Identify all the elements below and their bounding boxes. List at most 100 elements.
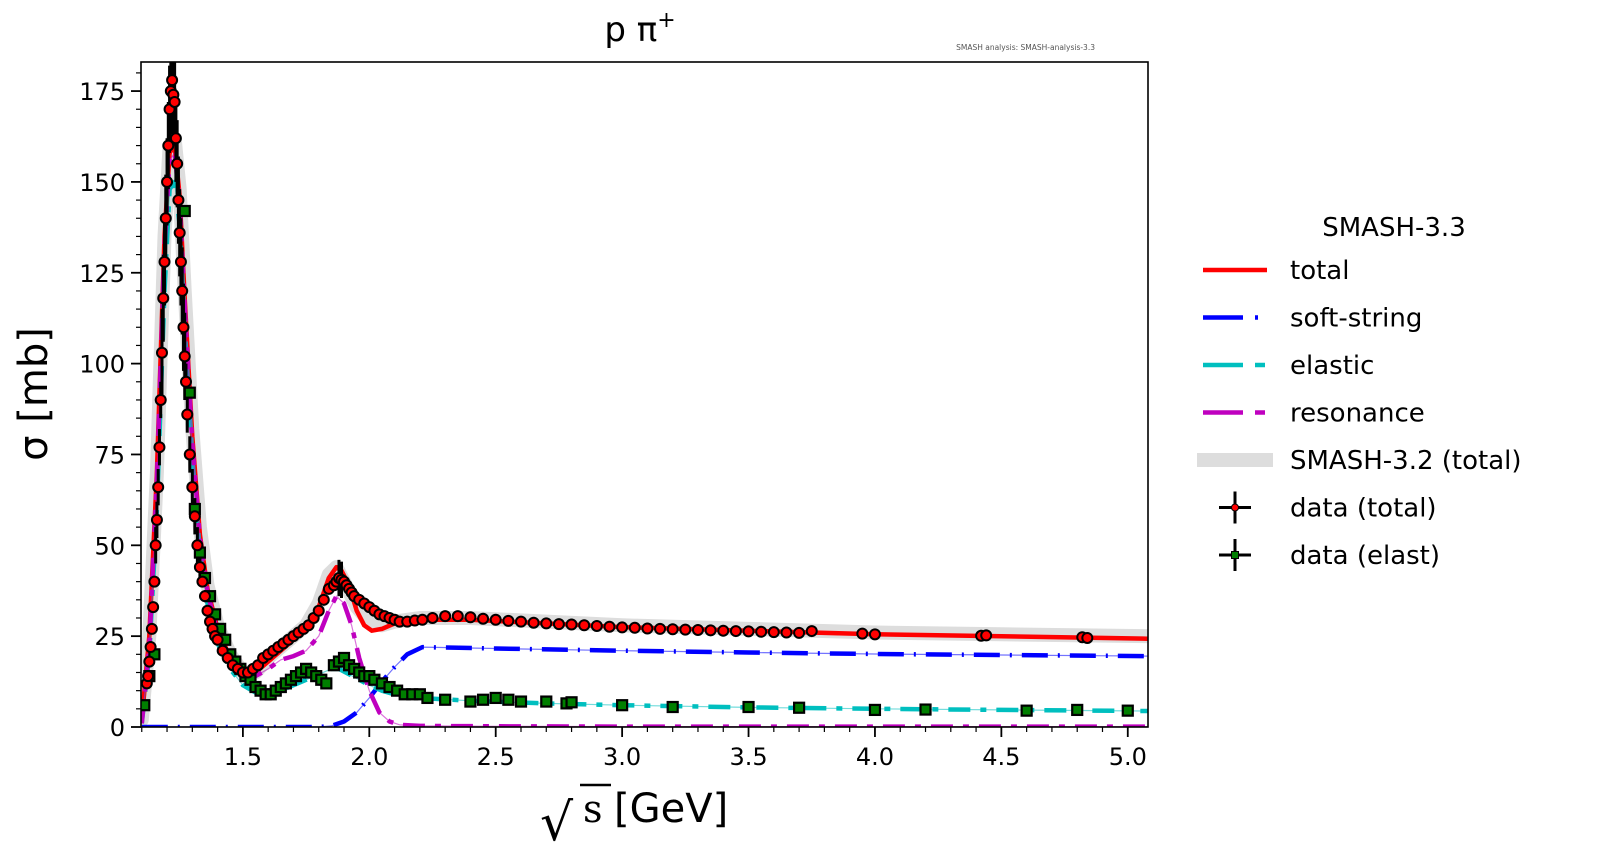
legend-title: SMASH-3.3 [1322,213,1466,243]
data-total-point [180,375,193,388]
x-tick-label: 2.0 [350,743,388,771]
data-total-point [1081,631,1094,644]
legend-marker [1231,503,1239,512]
data-total-point [171,157,184,170]
data-total-point [181,408,194,421]
legend-label: data (elast) [1290,541,1440,571]
chart-title-superscript: + [657,8,675,33]
watermark: SMASH analysis: SMASH-analysis-3.3 [956,43,1095,52]
data-total-point [317,593,330,606]
data-total-point [201,604,214,617]
data-elastic-point [540,695,553,708]
legend-label: soft-string [1290,304,1422,334]
legend-item-smash-3-2-total: SMASH-3.2 (total) [1197,446,1522,476]
y-tick-label: 75 [94,441,125,469]
data-elastic-point [1121,704,1134,717]
data-total-point [173,226,186,239]
data-total-point [502,614,515,627]
data-total-point [704,624,717,637]
data-elastic-point [1071,703,1084,717]
data-total-point [149,539,162,552]
plot-frame [140,61,1149,728]
data-total-point [169,132,182,145]
data-elastic-point [439,693,452,706]
data-total-point [717,624,730,637]
data-total-point [142,670,155,683]
data-total-point [176,284,189,297]
data-points-layer [141,62,1134,717]
chart-title-text: p π [604,10,657,50]
data-total-point [155,346,168,359]
data-total-point [416,613,429,626]
data-total-point [980,629,993,642]
legend-item-data-elast: data (elast) [1219,539,1440,571]
data-elastic-point [565,696,578,709]
legend-label: SMASH-3.2 (total) [1290,446,1522,476]
x-tick-label: 3.5 [729,743,767,771]
data-total-point [312,604,325,617]
data-total-point [755,625,768,638]
data-elastic-point [464,695,477,708]
data-total-point [527,616,540,629]
y-tick-label: 100 [79,351,125,379]
data-elastic-point [868,703,882,717]
data-total-point [868,628,881,641]
data-elastic-point [489,691,502,705]
data-total-point [742,625,755,638]
series-resonance [141,150,1148,727]
data-elastic-point [666,700,679,714]
y-tick-label: 150 [79,169,125,197]
data-total-point [780,626,793,639]
data-total-point [172,194,185,207]
data-total-point [188,510,201,523]
legend-item-total: total [1203,256,1349,286]
legend-item-elastic: elastic [1203,351,1374,381]
data-total-point [540,617,553,630]
legend-label: data (total) [1290,494,1437,524]
data-total-point [616,621,629,634]
x-tick-label: 5.0 [1109,743,1147,771]
x-tick-label: 3.0 [603,743,641,771]
data-elastic-point [421,691,434,705]
x-axis-title-unit: [GeV] [614,786,728,832]
data-total-point [174,255,187,268]
data-total-point [856,627,869,640]
data-elastic-point [476,693,490,706]
data-elastic-point [141,699,151,712]
data-elastic-point [320,677,333,690]
legend-swatch [1197,453,1273,467]
data-total-point [679,623,692,636]
data-total-point [183,448,196,461]
data-total-point [158,255,171,268]
data-elastic-point [514,695,528,708]
data-total-point [193,561,206,574]
legend-item-resonance: resonance [1203,399,1425,429]
data-total-point [144,641,157,654]
x-tick-label: 4.5 [982,743,1020,771]
data-total-point [161,175,174,188]
data-total-point [154,393,167,406]
y-axis-ticks: 0 25 50 75 100 125 150 175 [79,72,141,742]
data-total-point [178,350,191,363]
y-tick-label: 175 [79,78,125,106]
data-total-point [426,611,439,624]
data-total-point [168,95,181,108]
data-total-point [162,139,175,152]
data-total-point [729,625,742,638]
data-total-point [793,626,806,639]
data-total-point [628,621,641,634]
data-total-point [153,441,166,454]
data-total-point [439,610,452,623]
data-total-point [565,618,578,631]
legend-label: total [1290,256,1349,286]
chart-title: p π+ [604,8,675,50]
x-axis-title: √ s [GeV] [540,783,728,853]
x-tick-label: 2.5 [477,743,515,771]
x-tick-label: 4.0 [856,743,894,771]
series-soft-string [141,644,1148,727]
data-elastic-point [742,700,755,714]
data-elastic-point [183,386,196,399]
data-total-point [578,619,591,632]
data-total-point [767,626,780,639]
